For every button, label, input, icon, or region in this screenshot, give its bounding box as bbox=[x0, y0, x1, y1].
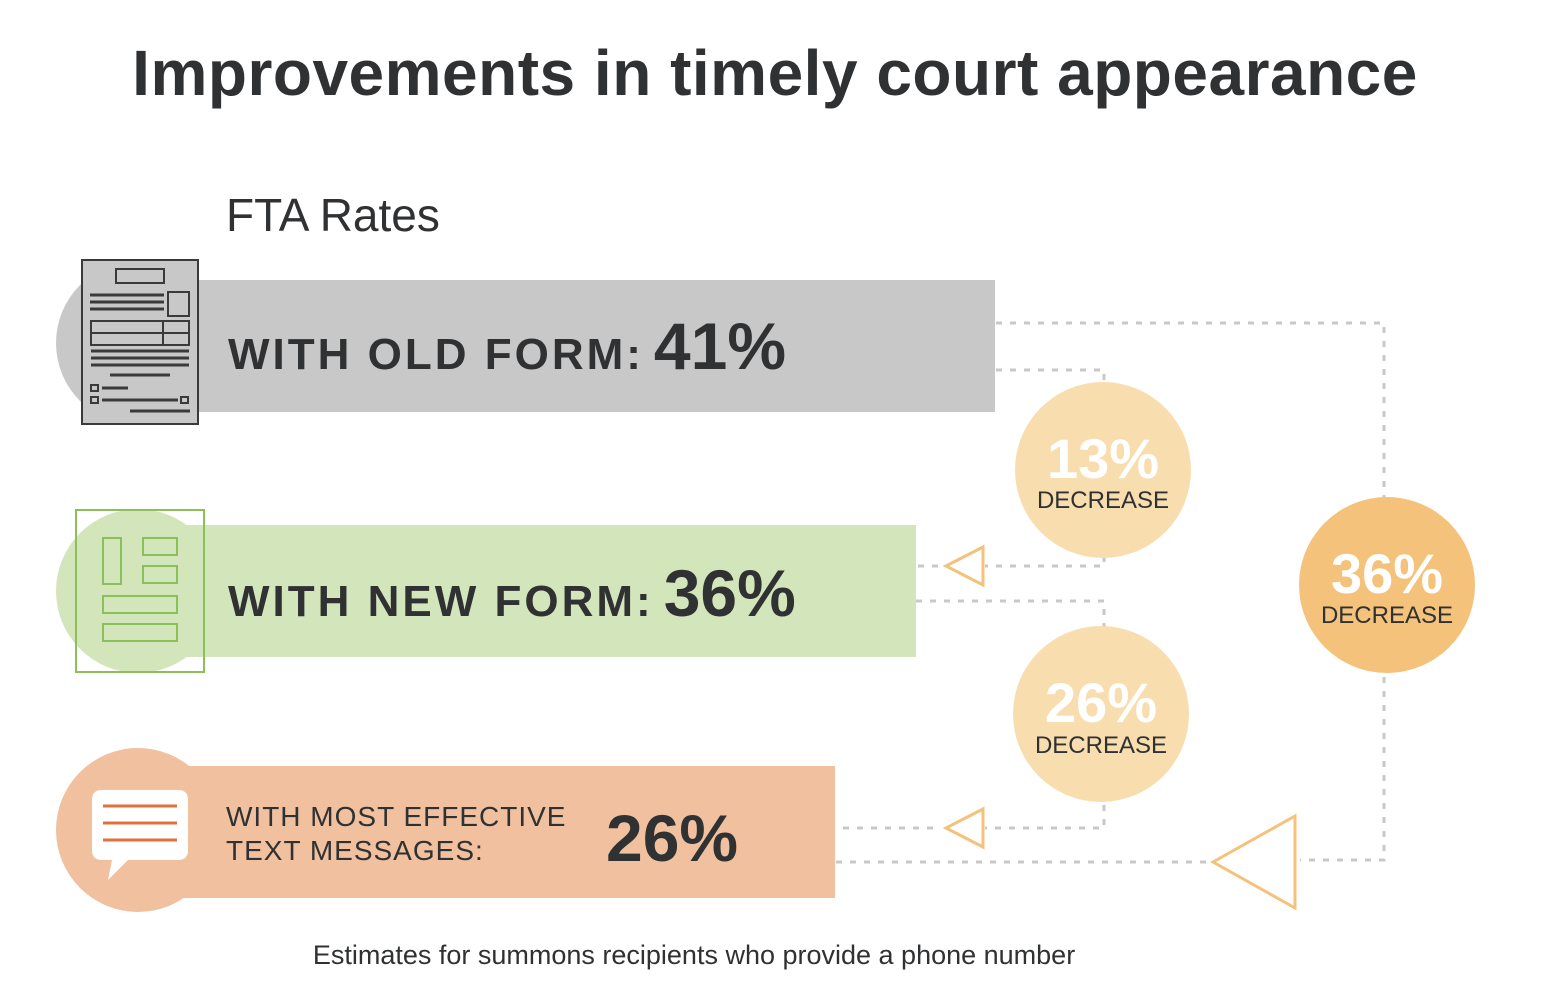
decrease-label-13: DECREASE bbox=[1037, 487, 1169, 514]
row-new-form-label: WITH NEW FORM: bbox=[228, 577, 654, 626]
row-old-form-label: WITH OLD FORM: bbox=[228, 330, 644, 379]
chart-title: Improvements in timely court appearance bbox=[132, 37, 1418, 109]
decrease-value-13: 13% bbox=[1047, 427, 1159, 490]
row-text-messages-label-line1: WITH MOST EFFECTIVE bbox=[226, 801, 567, 832]
bar-text-messages bbox=[120, 766, 835, 898]
new-form-document-icon bbox=[75, 509, 205, 673]
row-old-form: WITH OLD FORM: 41% bbox=[228, 308, 786, 384]
bar-old-form bbox=[120, 280, 995, 412]
row-text-messages-value: 26% bbox=[606, 801, 739, 875]
decrease-badge-36 bbox=[1299, 497, 1475, 673]
arrow-to-new-form bbox=[942, 544, 985, 588]
chart-subtitle: FTA Rates bbox=[226, 189, 440, 241]
row-text-messages-label-line2: TEXT MESSAGES: bbox=[226, 835, 484, 866]
new-form-circle bbox=[56, 509, 220, 673]
decrease-value-26: 26% bbox=[1045, 671, 1157, 734]
row-text-messages-label: WITH MOST EFFECTIVE TEXT MESSAGES: bbox=[226, 800, 566, 868]
decrease-label-26: DECREASE bbox=[1035, 732, 1167, 759]
row-new-form: WITH NEW FORM: 36% bbox=[228, 555, 796, 631]
connector-old-to-text bbox=[996, 321, 1386, 862]
decrease-label-36: DECREASE bbox=[1321, 602, 1453, 629]
decrease-badge-13 bbox=[1015, 382, 1191, 558]
text-message-icon bbox=[92, 790, 188, 880]
row-old-form-value: 41% bbox=[653, 309, 787, 383]
decrease-badge-26 bbox=[1013, 626, 1189, 802]
bar-new-form bbox=[120, 525, 916, 657]
decrease-value-36: 36% bbox=[1331, 542, 1443, 605]
arrow-to-text-from-new bbox=[942, 806, 985, 850]
chart-footnote: Estimates for summons recipients who pro… bbox=[312, 940, 1076, 970]
old-form-document-icon bbox=[81, 259, 199, 425]
arrow-to-text-from-old bbox=[1209, 813, 1297, 911]
row-new-form-value: 36% bbox=[663, 556, 796, 630]
